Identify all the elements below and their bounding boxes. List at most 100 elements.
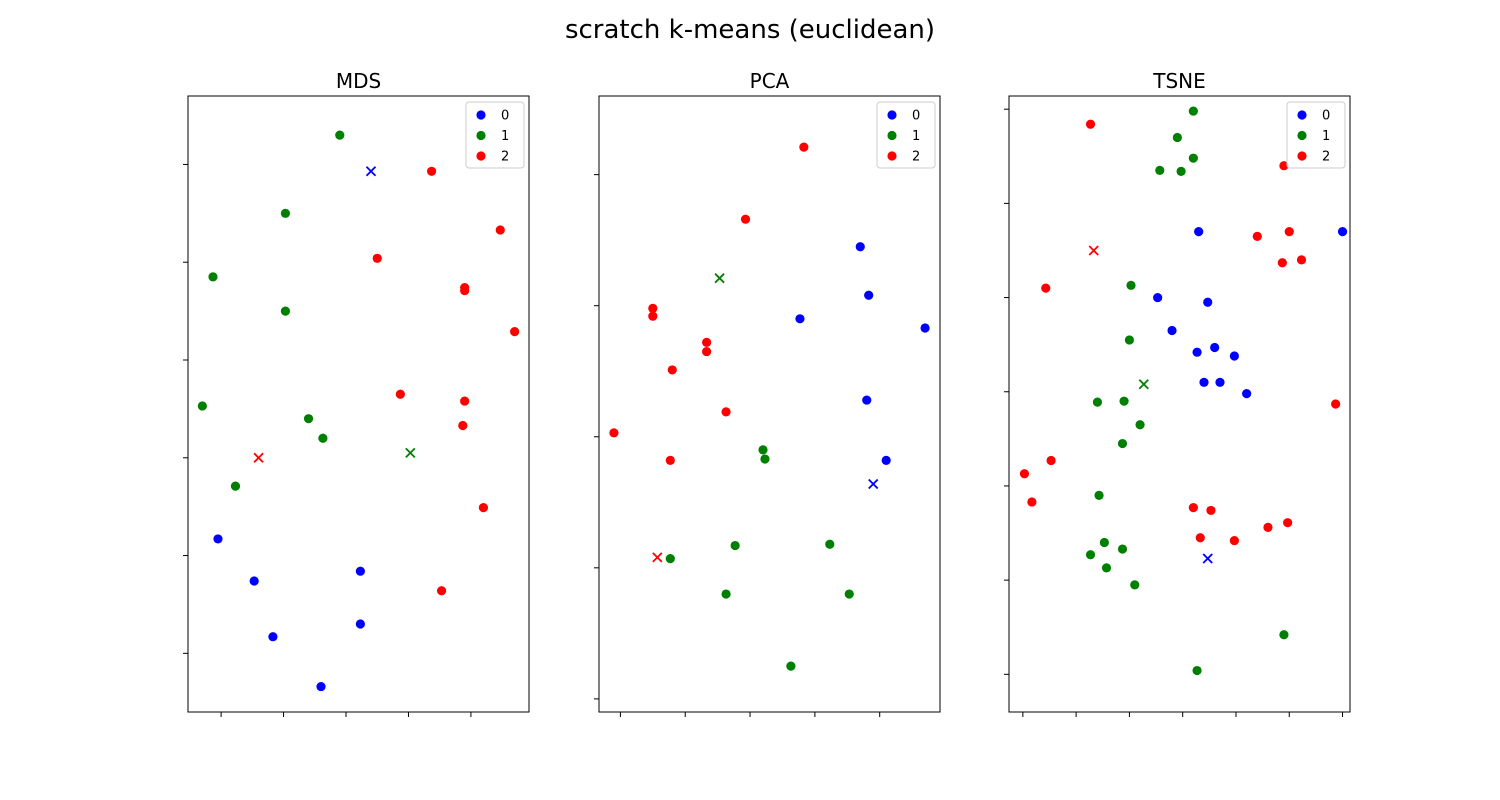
data-point-cluster-1 (844, 589, 854, 599)
data-point-cluster-0 (855, 242, 865, 252)
data-point-cluster-0 (920, 323, 930, 333)
data-point-cluster-2 (609, 428, 619, 438)
data-point-cluster-1 (1094, 490, 1104, 500)
centroid-marker-cluster-0 (1202, 553, 1213, 564)
centroid-marker-cluster-0 (868, 478, 879, 490)
legend-marker-1 (887, 130, 897, 141)
subplots: MDS 0 1 2 PCA 0 1 2 TSNE 0 1 2 (183, 69, 1351, 717)
data-point-cluster-0 (213, 534, 223, 544)
data-point-cluster-2 (648, 311, 658, 321)
data-point-cluster-2 (1019, 469, 1030, 479)
centroid-marker-cluster-1 (1138, 379, 1149, 390)
data-point-cluster-0 (1153, 292, 1163, 303)
data-point-cluster-2 (799, 142, 809, 152)
centroid-marker-cluster-2 (652, 552, 663, 563)
centroid-stroke (652, 552, 663, 563)
centroid-marker-cluster-1 (405, 447, 416, 459)
data-point-cluster-2 (702, 337, 712, 347)
legend-marker-0 (1297, 110, 1307, 120)
centroid-stroke (253, 452, 264, 463)
data-point-cluster-1 (1099, 537, 1109, 548)
data-point-cluster-1 (1279, 630, 1289, 640)
legend-label-1: 1 (912, 129, 920, 144)
data-point-cluster-2 (1283, 518, 1293, 528)
data-point-cluster-0 (1194, 227, 1204, 237)
legend-label-2: 2 (501, 150, 509, 165)
data-point-cluster-0 (862, 395, 872, 405)
legend-marker-2 (1297, 151, 1307, 161)
subplot-title: PCA (750, 69, 790, 93)
data-point-cluster-1 (1130, 580, 1140, 590)
data-point-cluster-1 (1117, 438, 1128, 449)
legend-marker-2 (476, 151, 486, 161)
data-point-cluster-1 (1124, 335, 1135, 345)
data-point-cluster-1 (786, 661, 796, 671)
subplot-title: TSNE (1152, 69, 1206, 93)
data-point-cluster-0 (1242, 389, 1252, 399)
data-point-cluster-2 (436, 586, 447, 596)
data-point-cluster-0 (864, 290, 874, 300)
legend-marker-2 (887, 151, 897, 161)
subplot-tsne: TSNE 0 1 2 (1004, 69, 1351, 717)
data-point-cluster-2 (721, 407, 731, 417)
data-point-cluster-2 (1331, 399, 1341, 409)
subplot-mds: MDS 0 1 2 (183, 69, 530, 717)
data-point-cluster-0 (1337, 227, 1348, 237)
data-point-cluster-1 (1192, 665, 1202, 676)
data-point-cluster-1 (280, 208, 291, 218)
data-point-cluster-1 (1119, 396, 1129, 406)
legend-label-0: 0 (912, 109, 920, 124)
legend-box (876, 101, 936, 169)
data-point-cluster-1 (760, 454, 770, 464)
legend: 0 1 2 (465, 101, 525, 169)
data-point-cluster-0 (1192, 347, 1202, 357)
legend-label-2: 2 (912, 150, 920, 165)
data-point-cluster-0 (1215, 377, 1225, 387)
data-point-cluster-1 (1135, 420, 1145, 430)
axes-frame (1008, 95, 1351, 713)
centroid-stroke (365, 166, 377, 177)
data-point-cluster-0 (249, 576, 259, 586)
data-point-cluster-0 (1203, 297, 1213, 307)
data-point-cluster-2 (1188, 503, 1198, 513)
data-point-cluster-1 (1155, 165, 1165, 176)
data-point-cluster-1 (1101, 563, 1112, 573)
centroid-stroke (1138, 379, 1149, 390)
legend-label-1: 1 (501, 129, 509, 144)
data-point-cluster-2 (478, 503, 489, 513)
data-point-cluster-1 (197, 401, 207, 411)
data-point-cluster-1 (1092, 397, 1103, 407)
data-point-cluster-1 (1085, 550, 1096, 560)
data-point-cluster-0 (1199, 377, 1209, 387)
data-point-cluster-2 (510, 327, 520, 337)
data-point-cluster-0 (1229, 351, 1239, 361)
data-point-cluster-2 (740, 214, 751, 224)
legend-label-0: 0 (1322, 109, 1330, 124)
data-point-cluster-1 (758, 445, 768, 455)
subplot-pca: PCA 0 1 2 (594, 69, 941, 717)
legend-label-2: 2 (1322, 150, 1330, 165)
data-point-cluster-2 (1279, 161, 1289, 171)
centroid-marker-cluster-0 (365, 166, 377, 177)
data-point-cluster-0 (355, 566, 365, 576)
centroid-stroke (868, 478, 879, 490)
legend-marker-0 (476, 110, 486, 120)
data-point-cluster-2 (1085, 119, 1096, 129)
data-point-cluster-2 (1195, 533, 1205, 543)
data-point-cluster-0 (355, 619, 365, 629)
centroid-stroke (405, 447, 416, 459)
data-point-cluster-2 (648, 303, 658, 313)
data-point-cluster-2 (1046, 455, 1056, 466)
data-point-cluster-1 (280, 306, 291, 316)
data-point-cluster-2 (1263, 522, 1273, 532)
data-point-cluster-0 (1210, 342, 1220, 353)
data-point-cluster-0 (795, 314, 805, 324)
data-point-cluster-2 (1284, 227, 1294, 237)
data-point-cluster-2 (426, 166, 437, 176)
axes-frame (187, 95, 530, 713)
data-point-cluster-2 (665, 455, 675, 465)
data-point-cluster-2 (702, 346, 712, 357)
centroid-stroke (714, 273, 725, 284)
